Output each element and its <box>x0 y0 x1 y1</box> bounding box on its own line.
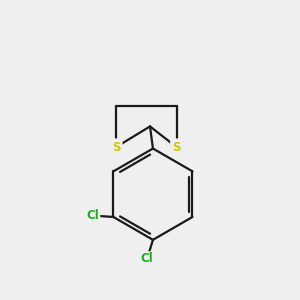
Text: S: S <box>172 141 181 154</box>
Text: S: S <box>112 141 120 154</box>
Text: Cl: Cl <box>141 252 153 266</box>
Text: Cl: Cl <box>86 209 99 222</box>
